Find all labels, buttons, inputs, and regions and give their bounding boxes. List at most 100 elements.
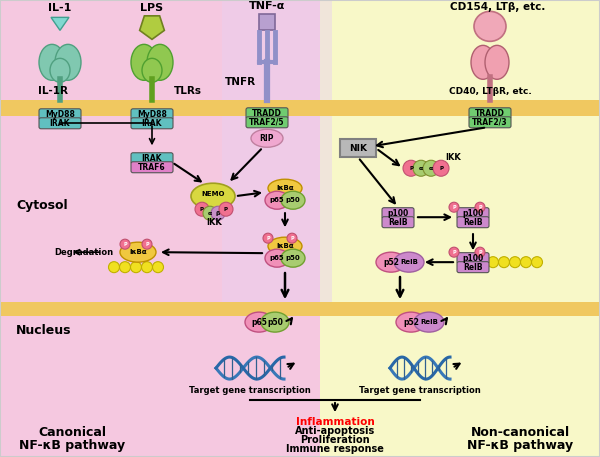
Text: RelB: RelB	[388, 218, 408, 227]
Text: P: P	[266, 236, 270, 241]
Circle shape	[433, 160, 449, 176]
Text: NF-κB pathway: NF-κB pathway	[19, 439, 125, 452]
Text: α: α	[429, 166, 433, 171]
Text: IL-1R: IL-1R	[38, 86, 68, 96]
Text: IκBα: IκBα	[129, 249, 147, 255]
Text: P: P	[478, 205, 482, 210]
Circle shape	[219, 202, 233, 216]
FancyBboxPatch shape	[469, 108, 511, 119]
Text: TRADD: TRADD	[252, 109, 282, 118]
Ellipse shape	[268, 237, 302, 255]
Text: α: α	[208, 211, 212, 216]
FancyBboxPatch shape	[457, 208, 489, 219]
Text: P: P	[439, 166, 443, 171]
FancyBboxPatch shape	[457, 253, 489, 264]
Text: IKK: IKK	[206, 218, 222, 227]
Bar	[0, 0, 320, 457]
Text: CD154, LTβ, etc.: CD154, LTβ, etc.	[451, 2, 545, 12]
Circle shape	[475, 202, 485, 212]
Text: p65: p65	[269, 197, 284, 203]
Text: Target gene transcription: Target gene transcription	[359, 386, 481, 394]
Bar	[320, 0, 600, 457]
Bar	[0, 100, 600, 116]
Ellipse shape	[376, 252, 406, 272]
Text: p65: p65	[269, 255, 284, 261]
Text: NF-κB pathway: NF-κB pathway	[467, 439, 573, 452]
Bar	[340, 139, 376, 157]
Circle shape	[203, 206, 217, 220]
Circle shape	[152, 262, 163, 273]
Circle shape	[509, 257, 521, 268]
Text: α: α	[419, 166, 423, 171]
Text: IRAK: IRAK	[50, 119, 70, 128]
Text: Inflammation: Inflammation	[296, 417, 374, 427]
Text: p100: p100	[463, 254, 484, 263]
Text: P: P	[200, 207, 204, 212]
Text: IκBα: IκBα	[276, 243, 294, 249]
Circle shape	[521, 257, 532, 268]
Text: p65: p65	[251, 318, 267, 327]
Text: β: β	[216, 211, 220, 216]
Circle shape	[120, 239, 130, 249]
Text: Immune response: Immune response	[286, 444, 384, 454]
Ellipse shape	[268, 179, 302, 197]
Text: IRAK: IRAK	[142, 154, 162, 163]
Text: TNF-α: TNF-α	[249, 1, 285, 11]
Text: P: P	[478, 250, 482, 255]
FancyBboxPatch shape	[246, 108, 288, 119]
Circle shape	[263, 233, 273, 243]
Bar	[259, 14, 275, 30]
Text: RelB: RelB	[420, 319, 438, 325]
Ellipse shape	[251, 129, 283, 147]
Text: p50: p50	[267, 318, 283, 327]
Circle shape	[119, 262, 131, 273]
Ellipse shape	[147, 44, 173, 80]
Circle shape	[403, 160, 419, 176]
FancyBboxPatch shape	[39, 118, 81, 129]
Circle shape	[499, 257, 509, 268]
Circle shape	[449, 247, 459, 257]
Text: RelB: RelB	[463, 218, 483, 227]
Text: IRAK: IRAK	[142, 119, 162, 128]
Ellipse shape	[50, 58, 70, 82]
Ellipse shape	[120, 242, 156, 262]
FancyBboxPatch shape	[39, 109, 81, 120]
Text: TLRs: TLRs	[174, 86, 202, 96]
Circle shape	[287, 233, 297, 243]
Ellipse shape	[142, 58, 162, 82]
Circle shape	[475, 247, 485, 257]
Text: TRADD: TRADD	[475, 109, 505, 118]
Bar	[0, 302, 600, 316]
Ellipse shape	[245, 312, 273, 332]
Text: Cytosol: Cytosol	[16, 199, 68, 212]
Ellipse shape	[396, 312, 426, 332]
Text: IκBα: IκBα	[276, 185, 294, 191]
Circle shape	[449, 202, 459, 212]
Bar	[222, 0, 332, 305]
Circle shape	[487, 257, 499, 268]
Text: P: P	[290, 236, 294, 241]
Text: RelB: RelB	[463, 263, 483, 271]
Text: RIP: RIP	[260, 134, 274, 143]
Text: P: P	[409, 166, 413, 171]
Ellipse shape	[191, 183, 235, 209]
Ellipse shape	[474, 11, 506, 41]
Polygon shape	[51, 17, 69, 30]
Ellipse shape	[485, 45, 509, 80]
Text: NEMO: NEMO	[201, 191, 225, 197]
Ellipse shape	[265, 249, 289, 267]
Ellipse shape	[394, 252, 424, 272]
Ellipse shape	[471, 45, 495, 80]
Ellipse shape	[39, 44, 65, 80]
Text: Nucleus: Nucleus	[16, 324, 71, 337]
FancyBboxPatch shape	[131, 162, 173, 173]
FancyBboxPatch shape	[457, 262, 489, 273]
FancyBboxPatch shape	[131, 118, 173, 129]
Circle shape	[142, 239, 152, 249]
Polygon shape	[140, 16, 164, 39]
Text: p50: p50	[286, 197, 301, 203]
Ellipse shape	[265, 191, 289, 209]
Text: Target gene transcription: Target gene transcription	[189, 386, 311, 394]
Text: MyD88: MyD88	[137, 110, 167, 119]
FancyBboxPatch shape	[382, 217, 414, 228]
